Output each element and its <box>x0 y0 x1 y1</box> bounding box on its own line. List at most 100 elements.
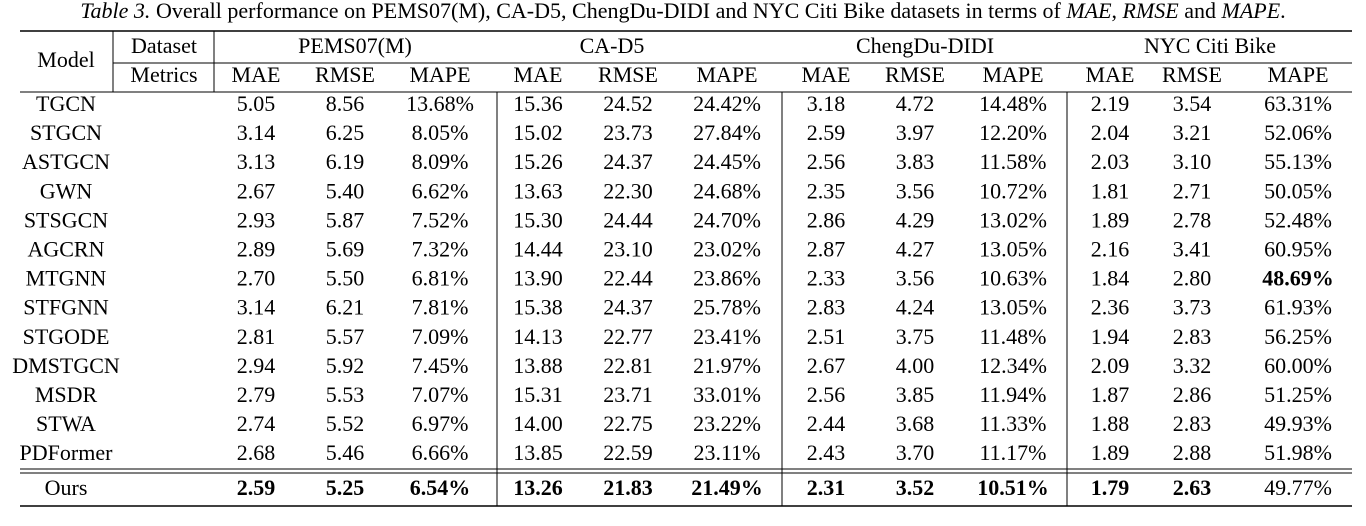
header-model: Model <box>37 47 94 72</box>
cell: 6.81% <box>412 266 469 291</box>
dataset-name: ChengDu-DIDI <box>856 33 994 58</box>
cell: 3.10 <box>1173 149 1212 174</box>
cell: 2.03 <box>1091 149 1130 174</box>
cell: 2.04 <box>1091 120 1130 145</box>
cell: 2.35 <box>807 178 846 203</box>
cell: 51.98% <box>1264 440 1332 465</box>
cell: 3.54 <box>1173 91 1212 116</box>
cell: 2.51 <box>807 324 846 349</box>
cell: 10.63% <box>979 266 1047 291</box>
cell: 2.79 <box>237 382 276 407</box>
cell: 21.83 <box>603 475 653 500</box>
cell: 8.05% <box>412 120 469 145</box>
cell: 2.67 <box>237 178 276 203</box>
cell: STGODE <box>23 324 110 349</box>
header-dataset: Dataset <box>131 33 197 58</box>
caption-part: RMSE <box>1122 0 1180 23</box>
cell: 3.56 <box>896 178 935 203</box>
header-metrics: Metrics <box>130 62 197 87</box>
cell: 14.13 <box>513 324 563 349</box>
cell: 2.83 <box>1173 411 1212 436</box>
cell: 2.83 <box>1173 324 1212 349</box>
cell: 21.97% <box>693 353 761 378</box>
metric-name: MAE <box>1086 62 1135 87</box>
caption-part: . <box>1280 0 1286 23</box>
cell: 1.87 <box>1091 382 1130 407</box>
cell: 15.38 <box>513 295 563 320</box>
metric-name: MAPE <box>982 62 1043 87</box>
cell: 48.69% <box>1262 266 1334 291</box>
cell: 6.62% <box>412 178 469 203</box>
metric-name: MAPE <box>409 62 470 87</box>
cell: 15.36 <box>513 91 563 116</box>
cell: 5.25 <box>326 475 365 500</box>
cell: 7.07% <box>412 382 469 407</box>
cell: 11.94% <box>979 382 1046 407</box>
cell: 2.36 <box>1091 295 1130 320</box>
cell: 3.14 <box>237 120 276 145</box>
cell: 6.66% <box>412 440 469 465</box>
cell: 23.11% <box>693 440 760 465</box>
dataset-name: NYC Citi Bike <box>1144 33 1276 58</box>
cell: 13.05% <box>979 237 1047 262</box>
cell: TGCN <box>36 91 96 116</box>
cell: 5.87 <box>326 207 365 232</box>
cell: 2.81 <box>237 324 276 349</box>
cell: 8.09% <box>412 149 469 174</box>
caption-part: Table 3. <box>80 0 150 23</box>
cell: 12.34% <box>979 353 1047 378</box>
cell: ASTGCN <box>22 149 110 174</box>
cell: 3.41 <box>1173 237 1212 262</box>
cell: 24.37 <box>603 295 653 320</box>
dataset-name: PEMS07(M) <box>298 33 412 58</box>
cell: 2.33 <box>807 266 846 291</box>
cell: 4.00 <box>896 353 935 378</box>
cell: 3.75 <box>896 324 935 349</box>
cell: 23.22% <box>693 411 761 436</box>
cell: 2.80 <box>1173 266 1212 291</box>
cell: 13.26 <box>513 475 563 500</box>
cell: 6.25 <box>326 120 365 145</box>
cell: 13.68% <box>406 91 474 116</box>
cell: 6.19 <box>326 149 365 174</box>
cell: 50.05% <box>1264 178 1332 203</box>
cell: STSGCN <box>24 207 108 232</box>
cell: 23.10 <box>603 237 653 262</box>
cell: 13.88 <box>513 353 563 378</box>
caption-part: Overall performance on PEMS07(M), CA-D5,… <box>150 0 1066 23</box>
cell: 13.05% <box>979 295 1047 320</box>
cell: 22.30 <box>603 178 653 203</box>
cell: 7.09% <box>412 324 469 349</box>
cell: 4.72 <box>896 91 935 116</box>
cell: 49.77% <box>1264 475 1332 500</box>
cell: 60.95% <box>1264 237 1332 262</box>
cell: GWN <box>40 178 93 203</box>
cell: 1.88 <box>1091 411 1130 436</box>
dataset-name: CA-D5 <box>580 33 645 58</box>
cell: 10.72% <box>979 178 1047 203</box>
cell: 3.18 <box>807 91 846 116</box>
cell: 2.19 <box>1091 91 1130 116</box>
cell: 14.44 <box>513 237 563 262</box>
cell: 63.31% <box>1264 91 1332 116</box>
cell: 11.58% <box>979 149 1046 174</box>
cell: 1.84 <box>1091 266 1130 291</box>
cell: 2.09 <box>1091 353 1130 378</box>
cell: 15.26 <box>513 149 563 174</box>
cell: 22.44 <box>603 266 653 291</box>
cell: AGCRN <box>27 237 104 262</box>
cell: 10.51% <box>977 475 1049 500</box>
cell: 24.37 <box>603 149 653 174</box>
cell: STFGNN <box>23 295 109 320</box>
cell: 3.85 <box>896 382 935 407</box>
metric-name: MAE <box>802 62 851 87</box>
cell: 52.06% <box>1264 120 1332 145</box>
cell: 55.13% <box>1264 149 1332 174</box>
cell: 56.25% <box>1264 324 1332 349</box>
cell: 3.56 <box>896 266 935 291</box>
caption-part: MAE <box>1065 0 1112 23</box>
caption-part: , <box>1112 0 1123 23</box>
cell: 1.89 <box>1091 207 1130 232</box>
cell: 23.86% <box>693 266 761 291</box>
